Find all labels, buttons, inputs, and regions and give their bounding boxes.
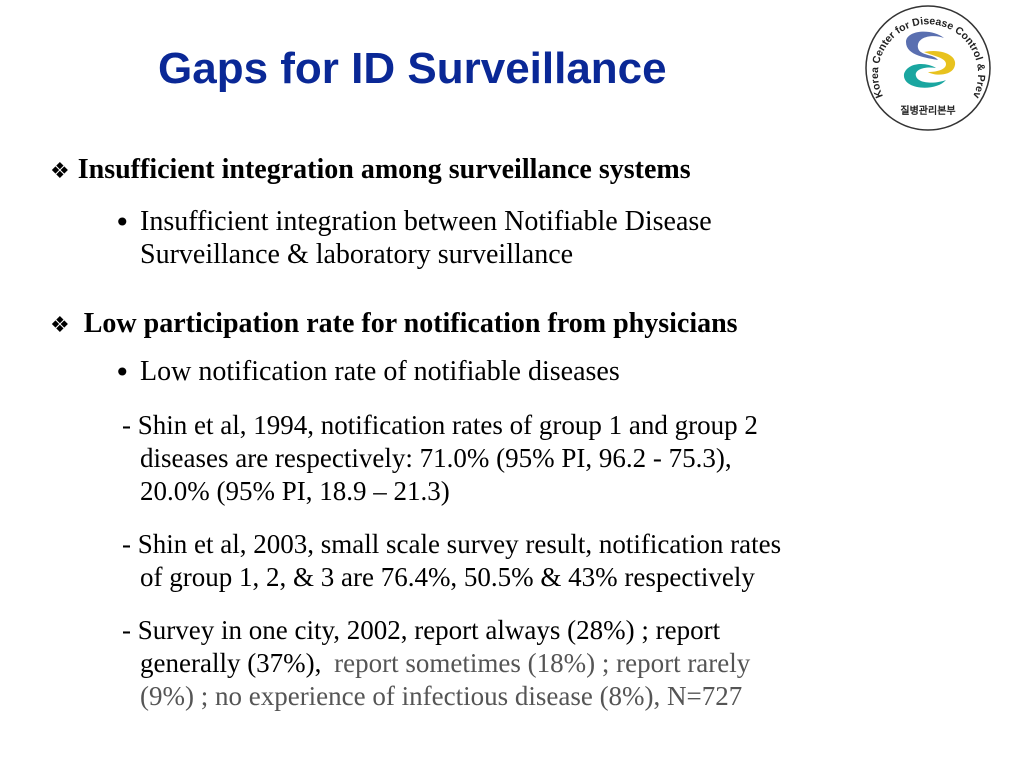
subitem-survey-2002-line3: (9%) ; no experience of infectious disea… xyxy=(140,681,743,711)
subitem-survey-2002-line2b: report sometimes (18%) ; report rarely xyxy=(334,648,751,678)
slide-title: Gaps for ID Surveillance xyxy=(158,44,667,93)
subitem-shin-2003-line2: of group 1, 2, & 3 are 76.4%, 50.5% & 43… xyxy=(140,562,755,592)
bullet-integration-1: • xyxy=(114,206,131,240)
logo-emblem xyxy=(903,31,956,88)
subitem-survey-2002-line1: - Survey in one city, 2002, report alway… xyxy=(122,615,721,645)
subitem-shin-1994-line1: - Shin et al, 1994, notification rates o… xyxy=(122,410,758,440)
logo-korean-text: 질병관리본부 xyxy=(900,104,955,117)
subitem-survey-2002-line2a: generally (37%), xyxy=(140,648,322,678)
diamond-bullet-icon: ❖ xyxy=(50,313,70,338)
subitem-survey-2002-line2: generally (37%), report sometimes (18%) … xyxy=(140,648,750,679)
bullet-notification-rate-text: Low notification rate of notifiable dise… xyxy=(140,356,620,387)
bullet-dot-icon: • xyxy=(114,356,131,389)
diamond-bullet-icon: ❖ xyxy=(50,159,70,184)
section-heading-participation: ❖ Low participation rate for notification… xyxy=(50,308,738,339)
section-heading-integration: ❖ Insufficient integration among surveill… xyxy=(50,154,691,185)
subitem-shin-1994-line3: 20.0% (95% PI, 18.9 – 21.3) xyxy=(140,476,450,506)
bullet-integration-line2: Surveillance & laboratory surveillance xyxy=(140,239,574,270)
bullet-integration-line1: Insufficient integration between Notifia… xyxy=(140,206,712,237)
bullet-dot-icon: • xyxy=(114,206,131,239)
subitem-shin-2003-line1: - Shin et al, 2003, small scale survey r… xyxy=(122,529,782,559)
subitem-shin-1994-line2: diseases are respectively: 71.0% (95% PI… xyxy=(140,443,732,473)
kcdc-logo: Korea Center for Disease Control & Preve… xyxy=(862,2,991,131)
bullet-notification-rate: • xyxy=(114,356,131,390)
